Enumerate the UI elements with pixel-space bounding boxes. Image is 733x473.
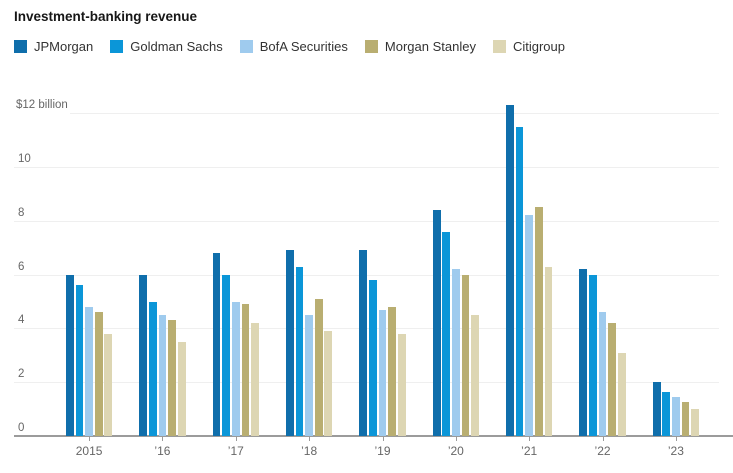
legend-label: Morgan Stanley: [384, 39, 476, 54]
bar-bofa-securities-2015: [85, 306, 93, 436]
bar-goldman-sachs-16: [148, 301, 157, 436]
bar-goldman-sachs-20: [442, 231, 451, 436]
bar-bofa-securities-16: [158, 314, 167, 436]
x-axis-tick: [309, 437, 311, 441]
legend-swatch-icon: [110, 40, 124, 53]
bar-bofa-securities-20: [451, 269, 460, 436]
bar-goldman-sachs-21: [515, 126, 524, 436]
x-axis-label: ’22: [594, 444, 611, 458]
gridline: [70, 113, 719, 115]
bar-morgan-stanley-22: [608, 323, 617, 436]
legend-swatch-icon: [364, 40, 378, 53]
bar-bofa-securities-23: [672, 396, 680, 436]
bar-citigroup-17: [251, 323, 259, 436]
bar-bofa-securities-21: [525, 215, 534, 436]
legend-item: Morgan Stanley: [364, 39, 476, 54]
x-axis-label: ’19: [374, 444, 391, 458]
bar-citigroup-22: [617, 352, 626, 436]
legend-label: Citigroup: [512, 39, 565, 54]
y-axis-label: 10: [18, 153, 31, 165]
y-axis-label: 8: [18, 206, 25, 219]
y-axis-label: 4: [18, 314, 25, 327]
bar-goldman-sachs-2015: [75, 285, 84, 436]
bar-jpmorgan-22: [579, 269, 588, 436]
x-axis-label: ’20: [447, 444, 464, 458]
bar-goldman-sachs-23: [662, 391, 671, 436]
bar-jpmorgan-23: [652, 382, 661, 436]
gridline: [14, 167, 719, 168]
x-axis-tick: [89, 437, 91, 441]
x-axis-label: ’21: [521, 444, 538, 458]
bar-morgan-stanley-23: [681, 402, 690, 436]
y-axis-label: 2: [18, 368, 25, 381]
bar-goldman-sachs-19: [369, 279, 377, 436]
x-axis-tick: [675, 437, 677, 441]
chart-title: Investment-banking revenue: [14, 9, 198, 24]
bar-morgan-stanley-17: [241, 304, 250, 436]
x-axis-label: 2015: [75, 444, 103, 458]
bar-morgan-stanley-16: [168, 320, 176, 436]
bar-bofa-securities-18: [305, 314, 314, 436]
bar-jpmorgan-2015: [66, 274, 74, 436]
y-axis-label: $12 billion: [16, 99, 68, 112]
x-axis-tick: [602, 437, 604, 441]
bar-citigroup-21: [544, 266, 553, 436]
legend-item: BofA Securities: [239, 39, 348, 54]
legend-swatch-icon: [239, 40, 253, 53]
y-axis-label: 6: [18, 260, 25, 273]
bar-citigroup-16: [177, 341, 186, 436]
bar-citigroup-19: [397, 333, 406, 436]
x-axis-label: ’16: [154, 444, 171, 458]
legend-item: JPMorgan: [14, 39, 93, 54]
legend-label: BofA Securities: [259, 39, 348, 54]
bar-morgan-stanley-20: [461, 274, 470, 436]
x-axis-tick: [162, 437, 164, 441]
bar-goldman-sachs-18: [295, 266, 304, 436]
bar-jpmorgan-19: [359, 250, 368, 436]
bar-bofa-securities-22: [598, 312, 607, 436]
legend-item: Goldman Sachs: [110, 39, 223, 54]
bar-bofa-securities-19: [378, 309, 387, 436]
x-axis-tick: [455, 437, 457, 441]
legend-swatch-icon: [492, 40, 506, 53]
x-axis-tick: [382, 437, 384, 441]
bar-jpmorgan-20: [432, 210, 441, 436]
bar-bofa-securities-17: [231, 301, 240, 436]
legend-item: Citigroup: [492, 39, 565, 54]
legend-swatch-icon: [14, 40, 27, 53]
y-axis-label: 0: [18, 422, 25, 434]
bar-goldman-sachs-17: [222, 274, 231, 436]
bar-morgan-stanley-2015: [94, 312, 103, 436]
bar-citigroup-18: [324, 331, 333, 436]
bar-goldman-sachs-22: [589, 274, 597, 436]
bar-citigroup-2015: [104, 333, 113, 436]
x-axis-line: [14, 435, 733, 437]
bar-jpmorgan-16: [139, 274, 148, 436]
bar-jpmorgan-17: [212, 253, 221, 436]
legend-label: Goldman Sachs: [130, 39, 223, 54]
legend-label: JPMorgan: [34, 39, 94, 54]
x-axis-label: ’23: [667, 444, 684, 458]
bar-citigroup-23: [691, 409, 699, 436]
bar-morgan-stanley-21: [534, 207, 543, 436]
x-axis-tick: [529, 437, 531, 441]
bar-citigroup-20: [471, 314, 479, 436]
bar-morgan-stanley-18: [314, 298, 323, 436]
bar-morgan-stanley-19: [388, 306, 396, 436]
x-axis-label: ’17: [227, 444, 244, 458]
x-axis-label: ’18: [301, 444, 318, 458]
bar-jpmorgan-21: [506, 105, 514, 436]
legend: JPMorgan Goldman Sachs BofA Securities Morg…: [14, 39, 565, 54]
bar-jpmorgan-18: [286, 250, 294, 436]
x-axis-tick: [235, 437, 237, 441]
gridline: [14, 220, 719, 222]
